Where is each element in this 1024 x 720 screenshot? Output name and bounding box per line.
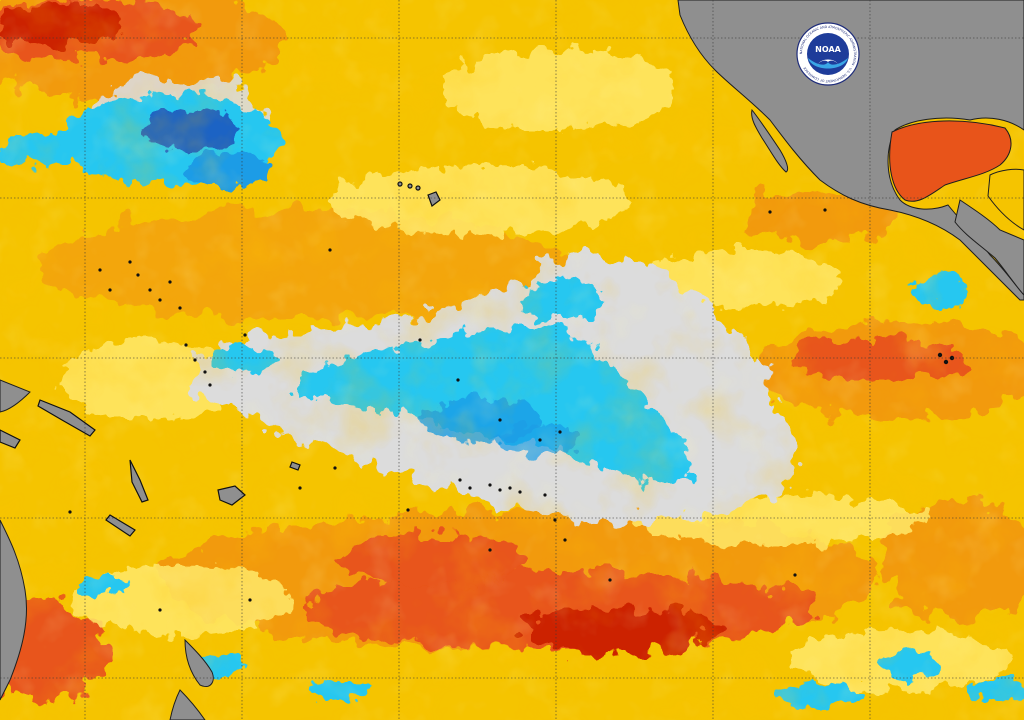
atoll-dots xyxy=(68,208,955,612)
australia-east-land xyxy=(0,519,28,701)
new-caledonia xyxy=(105,514,136,537)
hawaii-big-island xyxy=(427,191,441,207)
baja-peninsula xyxy=(751,108,789,173)
noaa-logo: NATIONAL OCEANIC AND ATMOSPHERIC ADMINIS… xyxy=(796,22,860,86)
noaa-logo-text: NOAA xyxy=(815,45,841,54)
new-zealand-south xyxy=(169,689,206,720)
north-america-land xyxy=(677,0,1024,301)
vanuatu-islands xyxy=(129,459,149,503)
central-america-land xyxy=(954,199,1024,296)
gulf-of-mexico xyxy=(889,120,1012,202)
new-zealand-north xyxy=(184,638,214,687)
pacific-islands xyxy=(0,181,441,537)
caribbean-sea xyxy=(987,168,1024,231)
solomon-islands xyxy=(37,399,96,437)
fiji-islands xyxy=(217,485,246,506)
hawaii-island xyxy=(415,185,421,191)
hawaii-island xyxy=(407,183,413,189)
papua-island xyxy=(0,429,21,449)
samoa-islands xyxy=(289,461,301,471)
papua-new-guinea-land xyxy=(0,379,31,413)
